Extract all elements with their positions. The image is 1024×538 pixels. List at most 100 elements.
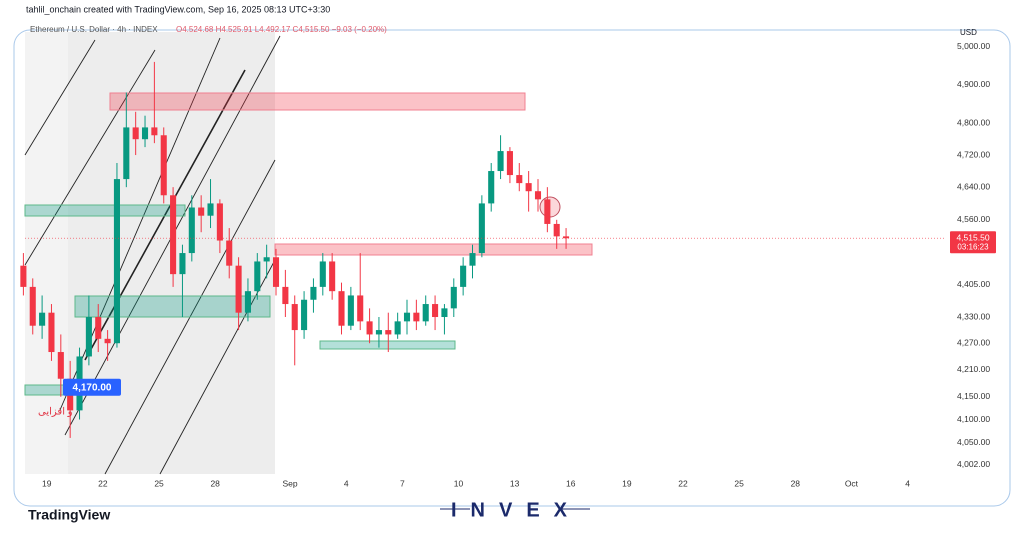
x-tick-label: 28 [210, 478, 220, 488]
candle-body [497, 151, 504, 172]
x-tick-label: 16 [566, 478, 576, 488]
x-tick-label: 19 [42, 478, 52, 488]
candle-body [226, 240, 233, 266]
candle-body [506, 151, 513, 176]
candle-body [422, 304, 429, 322]
candle-body [198, 207, 205, 216]
y-tick-label: 4,720.00 [957, 149, 990, 159]
y-tick-label: 4,210.00 [957, 364, 990, 374]
watermark: INVEX [451, 499, 581, 521]
x-tick-label: Oct [845, 478, 859, 488]
timer: 03:16:23 [957, 242, 989, 251]
candle-body [113, 179, 120, 344]
candle-body [188, 207, 195, 254]
frame [13, 29, 1011, 507]
channel-line [24, 39, 96, 156]
candle-body [132, 127, 139, 140]
candle-body [525, 183, 532, 192]
candle-body [85, 317, 92, 357]
candle-body [375, 330, 382, 335]
zone-red [274, 243, 593, 256]
y-tick-label: 4,900.00 [957, 79, 990, 89]
candle-body [29, 286, 36, 326]
y-tick-label: 5,000.00 [957, 41, 990, 51]
candle-body [95, 317, 102, 339]
x-tick-label: 22 [98, 478, 108, 488]
plot: و افزایی [20, 32, 593, 475]
candle-body [160, 135, 167, 196]
price-tag [950, 231, 996, 254]
candle-body [441, 308, 448, 318]
x-tick-label: 25 [734, 478, 744, 488]
candle-body [170, 195, 177, 275]
x-tick-label: 10 [454, 478, 464, 488]
x-tick-label: 19 [622, 478, 632, 488]
candle-body [235, 265, 242, 313]
candle-body [403, 312, 411, 322]
zone-green [74, 295, 271, 318]
candle-body [338, 291, 345, 326]
currency: USD [960, 28, 977, 37]
candle-body [263, 257, 270, 262]
price-label: 4,515.50 [956, 232, 989, 242]
candle-body [413, 312, 420, 322]
zone-green [24, 204, 186, 217]
candle-body [544, 199, 551, 224]
x-tick-label: 4 [344, 478, 349, 488]
candle-body [385, 330, 392, 335]
note: و افزایی [38, 407, 73, 418]
candle-body [48, 312, 55, 353]
y-tick-label: 4,050.00 [957, 437, 990, 447]
candle-body [357, 295, 364, 322]
candle-body [488, 171, 495, 204]
zone-red [109, 92, 526, 111]
candle-body [310, 286, 317, 300]
y-tick-label: 4,560.00 [957, 214, 990, 224]
x-tick-label: 28 [791, 478, 801, 488]
candle-body [534, 191, 542, 200]
candle-body [151, 127, 158, 136]
candle-body [301, 299, 308, 331]
credit: tahlil_onchain created with TradingView.… [26, 4, 330, 14]
candle-body [282, 286, 289, 305]
candle-body [347, 295, 354, 326]
candle-body [469, 253, 476, 266]
y-tick-label: 4,150.00 [957, 391, 990, 401]
candle-body [179, 253, 186, 275]
candle-body [460, 265, 467, 287]
candle-body [254, 261, 261, 292]
logo: TradingView [28, 507, 110, 523]
candle-body [244, 291, 251, 313]
candle-body [207, 203, 214, 216]
x-tick-label: 4 [905, 478, 910, 488]
x-tick-label: 25 [154, 478, 164, 488]
channel-line [84, 69, 246, 361]
candle-body [366, 321, 373, 335]
candle-body [216, 203, 223, 241]
symbol: Ethereum / U.S. Dollar · 4h · INDEX [30, 25, 158, 34]
marker-label: 4,170.00 [73, 382, 112, 393]
candle-body [272, 257, 280, 287]
y-tick-label: 4,100.00 [957, 414, 990, 424]
candle-body [394, 321, 401, 335]
x-tick-label: 22 [678, 478, 688, 488]
channel-line [24, 49, 156, 266]
y-tick-label: 4,640.00 [957, 181, 990, 191]
candle-body [319, 261, 326, 287]
footer: TradingView INVEX [28, 499, 590, 523]
y-tick-label: 4,002.00 [957, 459, 990, 469]
zone-green [319, 340, 456, 350]
candle-body [329, 261, 336, 292]
candle-body [141, 127, 149, 140]
candle-body [450, 286, 457, 309]
y-tick-label: 4,330.00 [957, 311, 990, 321]
marker-tag [63, 378, 121, 396]
y-tick-label: 4,270.00 [957, 337, 990, 347]
candle-body [516, 175, 523, 184]
candle-body [291, 304, 298, 331]
candle-body [57, 352, 64, 379]
candle-body [553, 223, 560, 237]
candle-body [563, 236, 570, 239]
ohlc: O4,524.68 H4,525.91 L4,492.17 C4,515.50 … [176, 25, 387, 34]
